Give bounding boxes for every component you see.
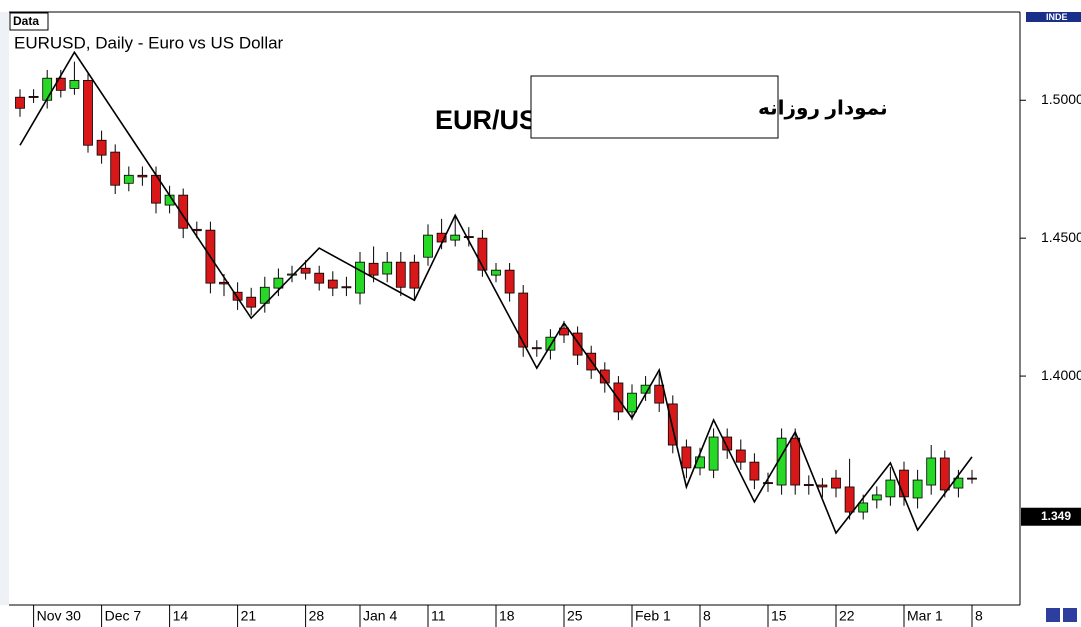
candle-body (341, 286, 352, 289)
candle-body (681, 446, 692, 469)
candle-body (518, 292, 529, 348)
annotation: نمودار روزانه (758, 97, 888, 119)
y-tick-label: 1.4500 (1041, 229, 1081, 245)
candle-body (654, 384, 665, 404)
candle-body (314, 272, 325, 284)
candle-body (83, 80, 93, 146)
x-tick-label: 25 (567, 608, 583, 624)
candle-body (368, 262, 379, 276)
candle-body (871, 494, 882, 501)
plot-area: 1.5000 1.4500 1.4000 Nov 30 Dec 7 14 21 28 Jan 4… (15, 50, 1081, 627)
candle-body (831, 477, 841, 489)
candle-body (912, 479, 923, 499)
icon (1046, 608, 1060, 622)
x-tick-label: Feb 1 (635, 608, 671, 624)
zigzag-line (19, 50, 973, 535)
candle-body (735, 449, 746, 463)
candle-body (763, 482, 773, 485)
candle-body (803, 484, 814, 486)
x-tick-label: Mar 1 (907, 608, 943, 624)
candle-body (178, 194, 189, 229)
candle-body (627, 392, 637, 413)
icon (1063, 608, 1077, 622)
candle-body (926, 457, 937, 486)
data-badge: Data (13, 14, 39, 28)
candle-body (722, 436, 733, 451)
candle-body (96, 139, 107, 156)
candle-body (667, 403, 678, 446)
x-tick-label: Nov 30 (37, 608, 82, 624)
candle-body (939, 457, 950, 491)
candle-body (69, 80, 80, 89)
candle-body (137, 174, 148, 178)
candle-body (232, 291, 243, 301)
candle-body (899, 469, 909, 498)
candle-body (287, 273, 297, 276)
current-price-box (1021, 507, 1081, 526)
candle-body (110, 151, 121, 186)
candle-body (491, 269, 501, 276)
candle-body (300, 267, 311, 274)
x-tick-label: 28 (309, 608, 325, 624)
x-tick-label: Jan 4 (363, 608, 397, 624)
candle-body (463, 236, 474, 239)
x-tick-label: 18 (499, 608, 515, 624)
candle-body (395, 261, 406, 288)
candle-body (967, 477, 977, 480)
candle-body (749, 461, 760, 481)
candle-body (246, 296, 257, 308)
x-tick-label: 8 (975, 608, 983, 624)
candle-body (123, 174, 134, 184)
candle-body (450, 234, 461, 241)
current-price-label: 1.349 (1041, 509, 1071, 523)
indicator-badge (1026, 12, 1081, 22)
x-tick-label: 14 (173, 608, 189, 624)
symbol-title: EURUSD, Daily - Euro vs US Dollar (14, 33, 284, 52)
candle-body (817, 484, 828, 488)
candle-body (355, 261, 365, 294)
candle-body (382, 261, 393, 275)
candle-body (613, 382, 624, 413)
x-tick-label: 21 (241, 608, 257, 624)
annotation-box (530, 75, 779, 139)
candle-body (953, 477, 964, 489)
candle-body (273, 277, 284, 289)
candle-body (477, 237, 488, 271)
candle-body (885, 479, 896, 498)
candle-body (28, 95, 39, 98)
candle-body (844, 486, 855, 513)
candle-body (599, 369, 610, 384)
candle-body (531, 347, 542, 350)
x-tick-label: 15 (771, 608, 787, 624)
left-panel-strip (0, 12, 9, 605)
indicator-label: INDE (1046, 12, 1068, 22)
candle-body (708, 436, 719, 471)
candle-body (504, 269, 515, 294)
x-tick-label: Dec 7 (105, 608, 142, 624)
candle-body (790, 437, 801, 486)
data-badge-box (9, 12, 49, 31)
x-tick-label: 11 (431, 608, 446, 624)
candle-body (858, 502, 869, 513)
candle-body (327, 279, 338, 289)
x-tick-label: 22 (839, 608, 855, 624)
y-tick-label: 1.4000 (1041, 367, 1081, 383)
y-tick-label: 1.5000 (1041, 91, 1081, 107)
candle-body (15, 96, 25, 109)
candle-body (42, 77, 53, 101)
candle-body (572, 332, 583, 356)
candle-body (545, 336, 556, 351)
candle-body (423, 234, 433, 258)
candle-body (409, 261, 420, 289)
x-tick-label: 8 (703, 608, 711, 624)
